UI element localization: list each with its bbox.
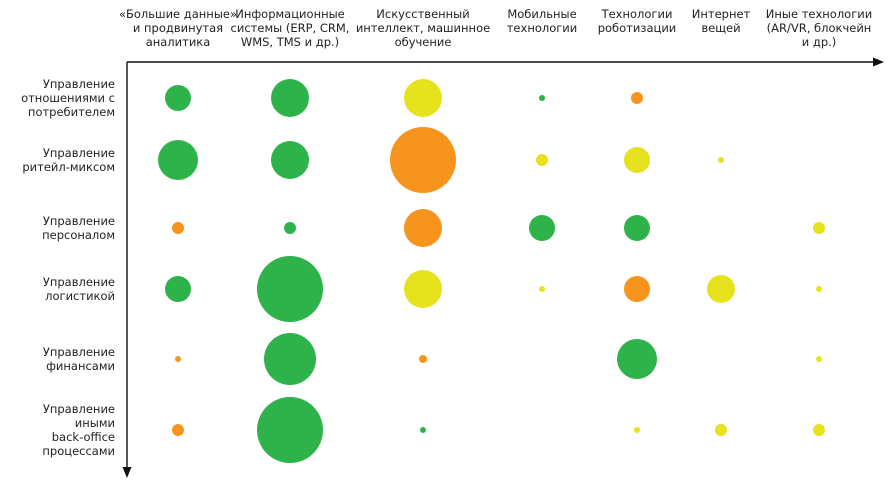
bubble-green xyxy=(271,79,309,117)
bubble-orange xyxy=(419,355,427,363)
row-labels: Управление отношениями с потребителемУправ… xyxy=(21,77,115,458)
bubble-orange xyxy=(390,127,456,193)
column-label-line: Иные технологии xyxy=(766,7,872,21)
column-label: «Большие данные» и продвинутая аналитика xyxy=(119,7,237,49)
column-label: Информационные системы (ERP, CRM, WMS, TMS… xyxy=(231,7,350,49)
bubble-green xyxy=(624,215,650,241)
bubble-green xyxy=(264,333,316,385)
bubble-green xyxy=(539,95,545,101)
bubble-green xyxy=(271,141,309,179)
bubble-yellow xyxy=(539,286,545,292)
row-label: Управление персоналом xyxy=(42,214,115,242)
bubble-green xyxy=(165,276,191,302)
column-label-line: Технологии xyxy=(601,7,673,21)
row-label-line: Управление xyxy=(43,275,115,289)
column-label-line: роботизации xyxy=(598,21,677,35)
bubble-yellow xyxy=(715,424,727,436)
bubble-green xyxy=(257,397,323,463)
column-label-line: и продвинутая xyxy=(133,21,223,35)
x-axis-arrow xyxy=(873,57,884,67)
bubble-orange xyxy=(631,92,643,104)
bubble-yellow xyxy=(718,157,724,163)
bubble-yellow xyxy=(813,222,825,234)
row-label-line: Управление xyxy=(43,146,115,160)
column-label-line: (AR/VR, блокчейн xyxy=(767,21,872,35)
row-label-line: персоналом xyxy=(42,228,115,242)
bubble-green xyxy=(158,140,198,180)
column-label-line: WMS, TMS и др.) xyxy=(241,35,339,49)
row-label: Управление ритейл-миксом xyxy=(22,146,115,174)
bubble-yellow xyxy=(813,424,825,436)
bubble-orange xyxy=(172,222,184,234)
row-label-line: логистикой xyxy=(45,289,115,303)
column-label-line: технологии xyxy=(507,21,578,35)
column-label-line: Мобильные xyxy=(507,7,576,21)
bubble-yellow xyxy=(634,427,640,433)
bubble-green xyxy=(617,339,657,379)
bubble-yellow xyxy=(816,356,822,362)
row-label: Управление логистикой xyxy=(43,275,115,303)
column-label-line: вещей xyxy=(701,21,740,35)
column-labels: «Большие данные» и продвинутая аналитикаИн… xyxy=(119,7,872,49)
row-label-line: потребителем xyxy=(28,105,115,119)
column-label-line: интеллект, машинное xyxy=(356,21,490,35)
bubble-green xyxy=(420,427,426,433)
column-label-line: обучение xyxy=(395,35,452,49)
bubble-green xyxy=(165,85,191,111)
column-label-line: аналитика xyxy=(146,35,211,49)
bubble-green xyxy=(284,222,296,234)
bubble-orange xyxy=(175,356,181,362)
column-label-line: Информационные xyxy=(235,7,345,21)
row-label-line: Управление xyxy=(43,402,115,416)
row-label-line: иными xyxy=(75,416,115,430)
bubble-yellow xyxy=(404,270,442,308)
bubble-orange xyxy=(624,276,650,302)
axes xyxy=(122,57,884,478)
bubbles xyxy=(158,79,825,463)
column-label-line: «Большие данные» xyxy=(119,7,237,21)
bubble-yellow xyxy=(624,147,650,173)
y-axis-arrow xyxy=(122,467,132,478)
row-label: Управление иными back-office процессами xyxy=(42,402,115,458)
bubble-yellow xyxy=(707,275,735,303)
bubble-orange xyxy=(404,209,442,247)
column-label-line: системы (ERP, CRM, xyxy=(231,21,350,35)
row-label: Управление отношениями с потребителем xyxy=(21,77,115,119)
row-label-line: Управление xyxy=(43,345,115,359)
bubble-orange xyxy=(172,424,184,436)
column-label-line: Интернет xyxy=(692,7,751,21)
column-label: Иные технологии (AR/VR, блокчейн и др.) xyxy=(766,7,872,49)
column-label-line: Искусственный xyxy=(376,7,469,21)
row-label-line: процессами xyxy=(42,444,115,458)
column-label-line: и др.) xyxy=(802,35,837,49)
row-label-line: Управление xyxy=(43,77,115,91)
bubble-green xyxy=(529,215,555,241)
row-label-line: back-office xyxy=(52,430,115,444)
bubble-green xyxy=(257,256,323,322)
bubble-yellow xyxy=(536,154,548,166)
column-label: Мобильные технологии xyxy=(507,7,578,35)
row-label-line: финансами xyxy=(46,359,115,373)
column-label: Интернет вещей xyxy=(692,7,751,35)
row-label-line: отношениями с xyxy=(21,91,115,105)
bubble-yellow xyxy=(404,79,442,117)
row-label-line: Управление xyxy=(43,214,115,228)
row-label-line: ритейл-миксом xyxy=(22,160,115,174)
row-label: Управление финансами xyxy=(43,345,115,373)
column-label: Искусственный интеллект, машинное обучение xyxy=(356,7,490,49)
column-label: Технологии роботизации xyxy=(598,7,677,35)
bubble-yellow xyxy=(816,286,822,292)
